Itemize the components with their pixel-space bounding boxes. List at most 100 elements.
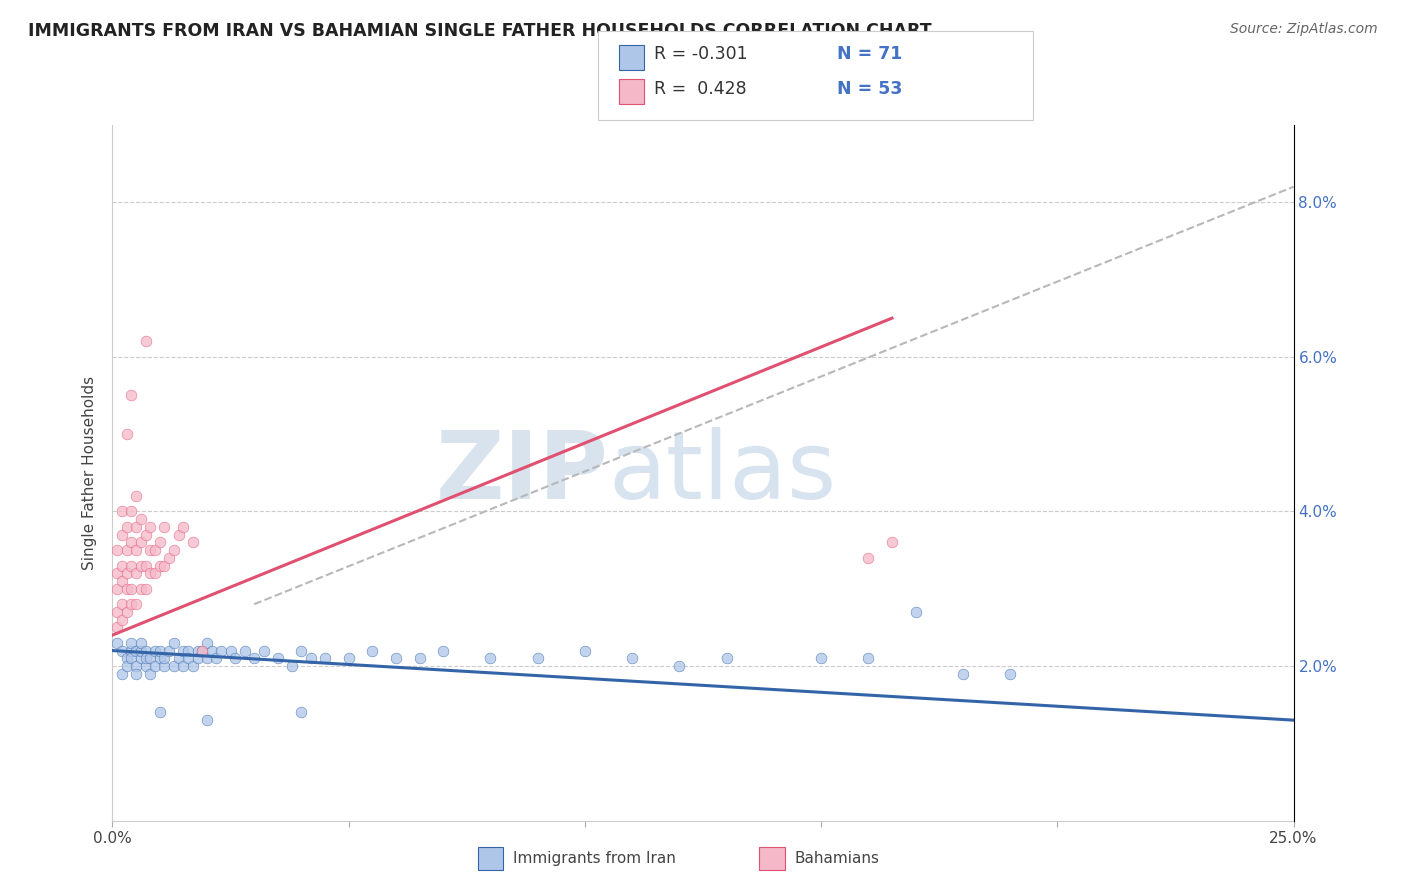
Point	[143, 643, 166, 657]
Point	[105, 543, 128, 558]
Point	[233, 643, 256, 657]
Point	[129, 558, 152, 573]
Point	[115, 520, 138, 534]
Point	[163, 543, 186, 558]
Text: Bahamians: Bahamians	[794, 851, 879, 865]
Point	[120, 504, 142, 518]
Point	[120, 651, 142, 665]
Point	[129, 582, 152, 596]
Point	[129, 643, 152, 657]
Point	[163, 636, 186, 650]
Point	[181, 659, 204, 673]
Text: Immigrants from Iran: Immigrants from Iran	[513, 851, 676, 865]
Point	[129, 535, 152, 549]
Point	[105, 620, 128, 634]
Text: IMMIGRANTS FROM IRAN VS BAHAMIAN SINGLE FATHER HOUSEHOLDS CORRELATION CHART: IMMIGRANTS FROM IRAN VS BAHAMIAN SINGLE …	[28, 22, 932, 40]
Point	[115, 605, 138, 619]
Point	[111, 527, 134, 541]
Point	[149, 651, 172, 665]
Point	[139, 651, 162, 665]
Point	[209, 643, 232, 657]
Point	[998, 666, 1021, 681]
Point	[195, 651, 218, 665]
Point	[157, 643, 180, 657]
Point	[153, 520, 176, 534]
Point	[143, 543, 166, 558]
Point	[111, 613, 134, 627]
Point	[267, 651, 290, 665]
Point	[149, 643, 172, 657]
Point	[337, 651, 360, 665]
Point	[105, 582, 128, 596]
Point	[111, 574, 134, 588]
Point	[120, 535, 142, 549]
Point	[224, 651, 246, 665]
Text: atlas: atlas	[609, 426, 837, 519]
Point	[219, 643, 242, 657]
Point	[177, 643, 200, 657]
Point	[716, 651, 738, 665]
Point	[115, 582, 138, 596]
Point	[111, 597, 134, 611]
Point	[120, 643, 142, 657]
Point	[115, 651, 138, 665]
Point	[125, 489, 148, 503]
Text: R = -0.301: R = -0.301	[654, 45, 748, 63]
Point	[120, 388, 142, 402]
Point	[125, 543, 148, 558]
Point	[153, 659, 176, 673]
Point	[191, 643, 214, 657]
Point	[195, 713, 218, 727]
Point	[432, 643, 454, 657]
Point	[167, 527, 190, 541]
Point	[157, 550, 180, 565]
Point	[115, 566, 138, 581]
Point	[125, 566, 148, 581]
Point	[205, 651, 228, 665]
Point	[668, 659, 690, 673]
Point	[115, 543, 138, 558]
Point	[526, 651, 548, 665]
Point	[120, 636, 142, 650]
Point	[181, 535, 204, 549]
Text: ZIP: ZIP	[436, 426, 609, 519]
Point	[135, 527, 157, 541]
Point	[290, 706, 312, 720]
Point	[153, 558, 176, 573]
Point	[281, 659, 304, 673]
Point	[120, 582, 142, 596]
Point	[135, 334, 157, 349]
Point	[129, 512, 152, 526]
Point	[186, 643, 208, 657]
Point	[111, 666, 134, 681]
Point	[361, 643, 384, 657]
Point	[139, 543, 162, 558]
Point	[125, 597, 148, 611]
Point	[125, 666, 148, 681]
Point	[290, 643, 312, 657]
Point	[135, 659, 157, 673]
Point	[153, 651, 176, 665]
Point	[105, 636, 128, 650]
Point	[143, 566, 166, 581]
Point	[810, 651, 832, 665]
Point	[120, 558, 142, 573]
Point	[135, 651, 157, 665]
Point	[111, 643, 134, 657]
Point	[621, 651, 644, 665]
Point	[105, 566, 128, 581]
Point	[574, 643, 596, 657]
Point	[479, 651, 502, 665]
Point	[191, 643, 214, 657]
Point	[201, 643, 224, 657]
Point	[858, 651, 880, 665]
Point	[167, 651, 190, 665]
Point	[408, 651, 430, 665]
Point	[177, 651, 200, 665]
Point	[105, 605, 128, 619]
Point	[904, 605, 927, 619]
Point	[139, 566, 162, 581]
Point	[129, 651, 152, 665]
Point	[952, 666, 974, 681]
Point	[149, 558, 172, 573]
